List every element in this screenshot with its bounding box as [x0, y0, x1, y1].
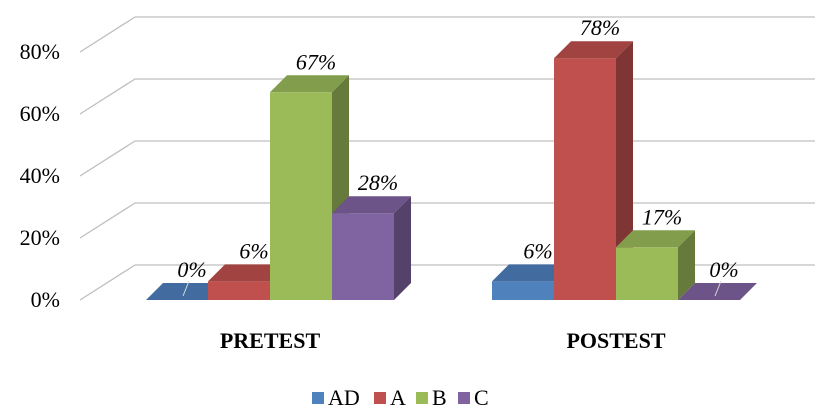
bar-front [270, 92, 332, 300]
data-label-ad-postest: 6% [523, 238, 552, 263]
bar-a-pretest [208, 264, 287, 300]
y-tick-label: 40% [20, 163, 60, 188]
bar-side [678, 230, 695, 300]
y-tick-label: 20% [20, 225, 60, 250]
x-axis: PRETEST POSTEST [220, 328, 666, 353]
legend-swatch [458, 392, 470, 404]
legend-item-c: C [458, 385, 489, 410]
bar-top [678, 283, 757, 300]
legend-item-a: A [374, 385, 406, 410]
legend-swatch [374, 392, 386, 404]
legend-item-ad: AD [312, 385, 360, 410]
gridline [79, 78, 815, 115]
legend-label: C [474, 385, 489, 410]
bar-front [332, 213, 394, 300]
gridline [79, 16, 815, 53]
bar-c-postest [678, 283, 757, 300]
legend: AD A B C [312, 385, 489, 410]
bar-top [208, 264, 287, 282]
y-tick-label: 0% [31, 287, 60, 312]
bar-top [554, 41, 633, 59]
data-label-c-postest: 0% [709, 257, 738, 282]
category-label-pretest: PRETEST [220, 328, 321, 353]
legend-swatch [416, 392, 428, 404]
bar-front [208, 281, 270, 300]
bar-top [332, 196, 411, 214]
bar-top [492, 264, 571, 282]
bars [146, 41, 757, 301]
data-label-b-postest: 17% [642, 204, 682, 229]
y-axis: 0% 20% 40% 60% 80% [20, 39, 60, 312]
bar-c-pretest [332, 196, 411, 300]
data-label-a-postest: 78% [580, 15, 620, 40]
gridline [79, 202, 815, 239]
label-leader [182, 280, 190, 297]
bar-ad-pretest [146, 283, 225, 300]
data-label-c-pretest: 28% [358, 170, 398, 195]
bar-front [554, 58, 616, 301]
data-label-a-pretest: 6% [239, 238, 268, 263]
data-label-ad-pretest: 0% [177, 257, 206, 282]
legend-label: A [390, 385, 406, 410]
y-tick-label: 60% [20, 101, 60, 126]
bar-b-postest [616, 230, 695, 300]
data-label-b-pretest: 67% [296, 49, 336, 74]
legend-swatch [312, 392, 324, 404]
y-tick-label: 80% [20, 39, 60, 64]
legend-label: AD [328, 385, 360, 410]
bar-top [616, 230, 695, 248]
category-label-postest: POSTEST [566, 328, 665, 353]
legend-item-b: B [416, 385, 447, 410]
bar-top [146, 283, 225, 300]
label-leader [714, 280, 722, 297]
bar-side [394, 196, 411, 300]
data-labels: 0% 6% 67% 28% 6% 78% 17% 0% [177, 15, 739, 297]
gridline [79, 140, 815, 177]
bar-front [492, 281, 554, 300]
legend-label: B [432, 385, 447, 410]
bar-top [270, 75, 349, 93]
bar-front [616, 247, 678, 300]
